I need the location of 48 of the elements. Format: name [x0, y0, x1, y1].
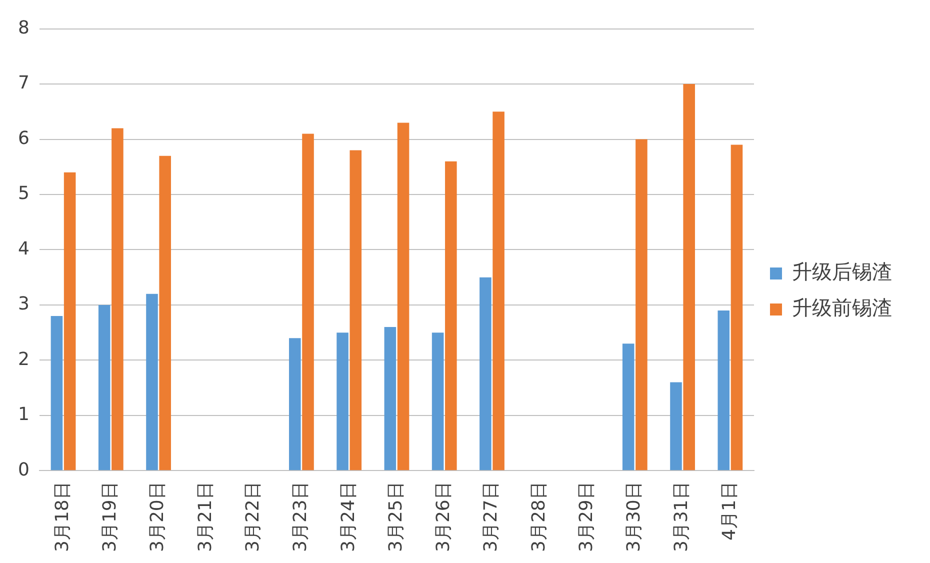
x-tick-label: 3月23日	[290, 482, 312, 552]
bar	[432, 332, 444, 470]
bar	[112, 128, 124, 470]
y-tick-label: 5	[18, 183, 30, 204]
bar	[730, 144, 743, 470]
x-tick-label: 4月1日	[718, 482, 740, 541]
bar	[50, 316, 63, 470]
x-tick-label: 3月25日	[385, 482, 406, 552]
x-tick-label: 3月21日	[194, 482, 216, 552]
bar	[350, 150, 362, 470]
x-tick-label: 3月22日	[242, 482, 264, 552]
legend-label: 升级后锡渣	[792, 260, 892, 284]
y-tick-label: 1	[18, 404, 30, 426]
x-tick-label: 3月26日	[433, 482, 454, 552]
y-tick-label: 2	[18, 348, 30, 370]
bar	[480, 277, 492, 470]
y-tick-label: 6	[18, 128, 30, 149]
x-tick-label: 3月27日	[480, 482, 502, 552]
x-tick-label: 3月31日	[671, 482, 692, 552]
y-tick-label: 8	[18, 17, 30, 38]
x-tick-label: 3月20日	[147, 482, 168, 552]
bar	[492, 112, 504, 470]
legend-label: 升级前锡渣	[792, 296, 892, 320]
bar	[289, 338, 301, 470]
x-tick-label: 3月18日	[52, 482, 73, 552]
y-tick-label: 7	[18, 72, 30, 94]
bar	[384, 327, 396, 470]
bar	[302, 134, 314, 470]
bar	[397, 122, 410, 470]
bar	[622, 344, 634, 470]
x-tick-label: 3月30日	[624, 482, 645, 552]
bar	[445, 161, 457, 470]
bar	[146, 294, 158, 470]
y-tick-label: 0	[18, 459, 30, 480]
x-tick-label: 3月28日	[528, 482, 550, 552]
bar	[64, 172, 76, 470]
x-tick-label: 3月24日	[338, 482, 359, 552]
y-tick-label: 3	[18, 294, 30, 315]
bar	[336, 332, 348, 470]
bar	[636, 139, 648, 470]
bar	[670, 382, 682, 470]
bar	[159, 156, 171, 470]
bar	[683, 84, 695, 470]
bar	[718, 310, 730, 470]
x-tick-label: 3月29日	[576, 482, 597, 552]
y-tick-label: 4	[18, 238, 30, 260]
bar	[98, 304, 110, 470]
x-tick-label: 3月19日	[100, 482, 121, 552]
